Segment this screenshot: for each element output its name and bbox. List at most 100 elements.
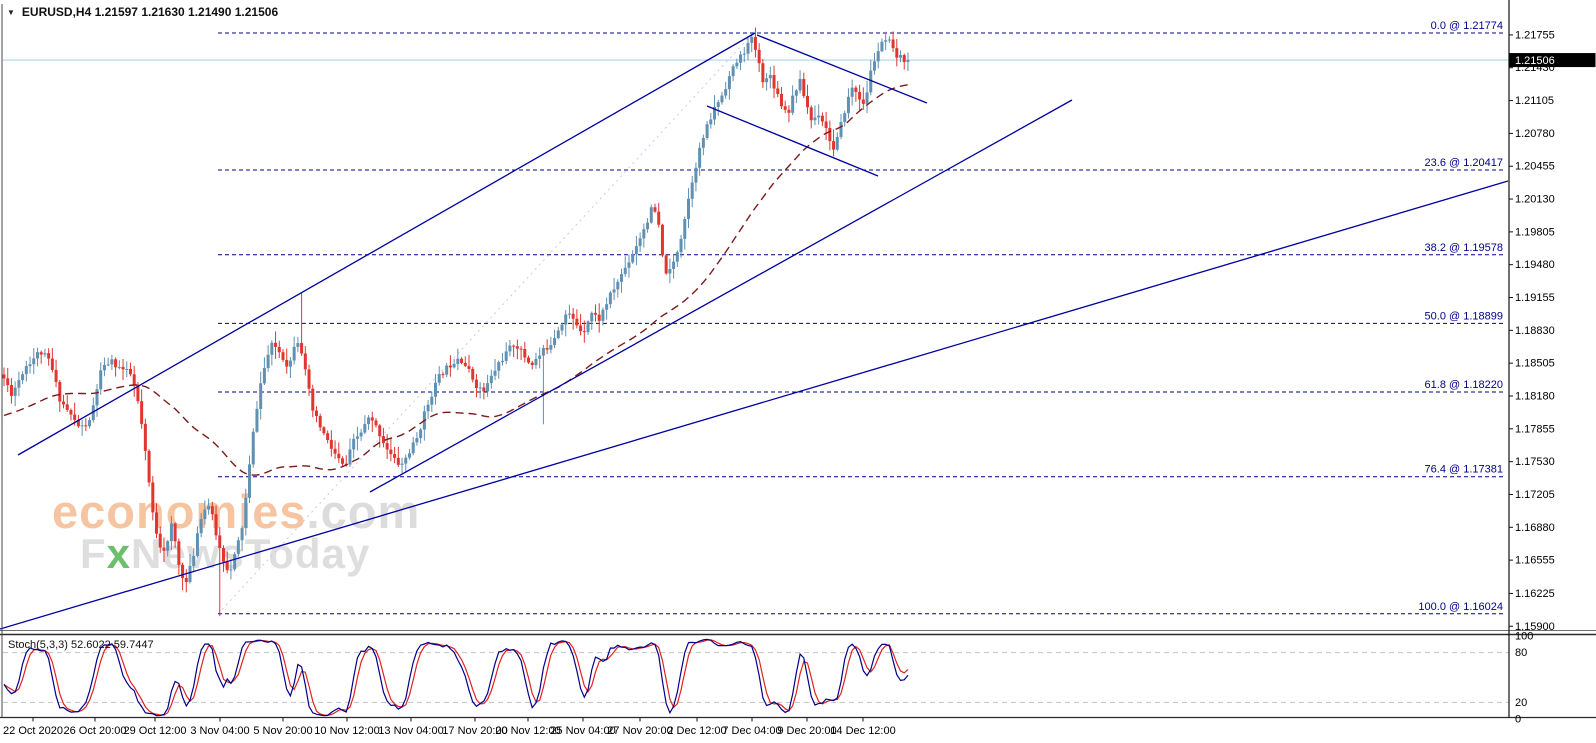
candle-body-bull [292,346,296,361]
candle-body-bull [262,367,266,384]
candle-body-bear [173,523,177,542]
candle-body-bull [564,314,568,325]
candle-body-bull [13,387,17,396]
candle-body-bear [225,561,229,571]
candle-body-bull [21,374,25,381]
candle-body-bear [389,449,393,455]
candle-body-bear [84,425,88,427]
candle-body-bull [865,92,869,104]
candle-body-bull [731,66,735,77]
candle-body-bull [43,353,47,355]
candle-body-bear [47,353,51,359]
candle-body-bull [266,354,270,368]
candle-body-bear [177,541,181,565]
candle-body-bull [705,124,709,138]
price-tick-1.20455: 1.20455 [1515,161,1555,173]
candle-body-bull [110,359,114,365]
candle-body-bear [471,368,475,380]
fib-label-38.2: 38.2 @ 1.19578 [1425,242,1503,254]
candle-body-bull [207,506,211,510]
chart-title[interactable]: ▼ EURUSD,H4 1.21597 1.21630 1.21490 1.21… [7,5,278,19]
price-tick-1.21755: 1.21755 [1515,29,1555,41]
candle-body-bull [608,292,612,305]
candle-body-bear [181,564,185,579]
candle-body-bull [672,261,676,269]
price-tick-1.19480: 1.19480 [1515,259,1555,271]
trendline-rising-wedge-upper[interactable] [17,32,756,456]
candle-body-bull [899,55,903,58]
candle-body-bull [489,375,493,384]
candle-body-bull [742,53,746,55]
trendline-rising-support-long[interactable] [0,180,1509,630]
candle-body-bull [690,182,694,199]
price-tick-1.20130: 1.20130 [1515,194,1555,206]
fib-label-0.0: 0.0 @ 1.21774 [1431,20,1503,32]
candle-body-bull [716,102,720,108]
candle-body-bull [843,113,847,123]
candle-body-bear [132,374,136,385]
trendline-flag-upper[interactable] [756,34,928,104]
candle-body-bull [199,519,203,534]
candle-body-bull [846,96,850,114]
candle-body-bull [538,355,542,359]
candle-body-bull [95,389,99,406]
candle-body-bull [419,429,423,439]
time-tick-7-Dec-04-00: 7 Dec 04:00 [722,725,781,737]
fib-label-100.0: 100.0 @ 1.16024 [1418,601,1503,613]
stoch-tick-20: 20 [1515,697,1527,709]
symbol-dropdown-icon[interactable]: ▼ [7,7,15,17]
stoch-tick-80: 80 [1515,647,1527,659]
candle-body-bear [128,369,132,375]
candle-body-bear [467,365,471,369]
fib-label-76.4: 76.4 @ 1.17381 [1425,464,1503,476]
candle-body-bull [686,198,690,219]
candle-body-bull [106,364,110,366]
candle-body-bull [746,42,750,54]
candle-body-bull [668,268,672,274]
candle-body-bear [776,88,780,95]
candle-body-bull [500,360,504,363]
candle-body-bear [162,547,166,551]
fib-label-50.0: 50.0 @ 1.18899 [1425,310,1503,322]
candle-body-bull [634,246,638,255]
candle-body-bull [404,457,408,464]
time-tick-10-Nov-12-00: 10 Nov 12:00 [314,725,379,737]
candle-body-bear [140,401,144,424]
candle-body-bull [735,62,739,67]
candle-body-bear [9,385,13,396]
time-tick-22-Oct-2020: 22 Oct 2020 [3,725,63,737]
candle-body-bull [720,95,724,103]
candle-body-bear [761,63,765,83]
candle-body-bull [166,541,170,551]
candle-body-bear [579,325,583,332]
candle-body-bull [102,364,106,371]
candle-body-bear [571,313,575,319]
trendline-rising-support-mid[interactable] [369,99,1073,493]
candle-body-bull [240,528,244,541]
price-tick-1.20780: 1.20780 [1515,128,1555,140]
time-tick-9-Dec-20-00: 9 Dec 20:00 [777,725,836,737]
candle-body-bear [285,359,289,367]
candle-body-bear [54,369,58,382]
candle-body-bear [143,423,147,451]
candle-body-bull [709,119,713,125]
price-axis[interactable]: 1.217551.214301.211051.207801.204551.201… [1508,0,1596,726]
time-tick-26-Oct-20-00: 26 Oct 20:00 [64,725,127,737]
candle-body-bear [121,366,125,370]
candle-body-bull [32,358,36,365]
candle-body-bear [527,357,531,363]
candle-body-bear [210,506,214,515]
candle-body-bull [794,90,798,96]
price-tick-1.18830: 1.18830 [1515,325,1555,337]
candle-body-bull [791,95,795,113]
stoch-main-line [3,638,909,717]
candle-body-bear [787,109,791,113]
candle-body-bear [214,514,218,536]
price-tick-1.15900: 1.15900 [1515,621,1555,633]
price-tick-1.17530: 1.17530 [1515,456,1555,468]
trendline-flag-lower[interactable] [706,105,879,177]
candle-body-bear [155,512,159,534]
